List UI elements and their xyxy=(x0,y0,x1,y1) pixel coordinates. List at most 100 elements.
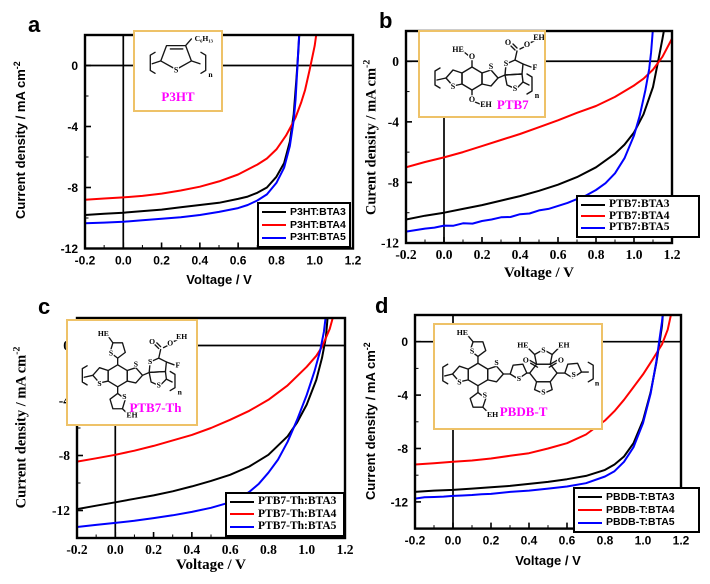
x-axis-label-c: Voltage / V xyxy=(175,557,246,573)
y-axis-label-superscript: -2 xyxy=(11,346,23,355)
legend-line-blue xyxy=(230,525,254,528)
sulfur-atom-label: S xyxy=(148,357,152,366)
legend-label: PBDB-T:BTA3 xyxy=(606,491,675,504)
carbonyl-oxygen-label: O xyxy=(149,337,155,346)
panel-letter-c: c xyxy=(38,294,51,319)
x-tick-label: 0.4 xyxy=(183,542,200,557)
legend-entry: PBDB-T:BTA4 xyxy=(578,505,695,516)
curve-P3HT:BTA5 xyxy=(85,34,301,224)
legend-line-black xyxy=(578,496,602,499)
repeat-unit-n-label: n xyxy=(595,379,600,388)
x-tick-label: 1.0 xyxy=(626,247,643,262)
y-tick-label: -4 xyxy=(397,389,408,403)
curve-PBDB-T:BTA4 xyxy=(415,315,672,466)
sulfur-atom-label: S xyxy=(97,379,101,388)
legend-label: PTB7:BTA3 xyxy=(609,198,670,211)
p3ht-structure-drawing: S C₆H₁₃ n xyxy=(149,33,215,80)
curve-PTB7:BTA3 xyxy=(406,31,665,221)
x-tick-label: 0.2 xyxy=(153,253,170,267)
fluorine-atom-label: F xyxy=(176,361,181,370)
legend-label: PBDB-T:BTA5 xyxy=(606,516,675,529)
x-tick-label: 0.4 xyxy=(192,253,209,267)
legend-line-black xyxy=(262,211,286,214)
sulfur-atom-label: S xyxy=(504,59,509,68)
y-axis-label-text: Current density / mA cm xyxy=(13,69,29,219)
he-group-label: HE xyxy=(452,45,464,54)
pbdb-t-structure-drawing: HE S S S S EH S HE S EH O O S S n xyxy=(442,327,601,420)
legend-label: P3HT:BTA5 xyxy=(290,231,346,244)
oxygen-atom-label: O xyxy=(469,52,475,61)
y-tick-label: -4 xyxy=(67,120,78,134)
y-tick-label: -12 xyxy=(391,496,409,510)
legend-label: PTB7:BTA5 xyxy=(609,221,670,234)
sulfur-atom-label: S xyxy=(541,346,545,355)
legend-entry: PTB7:BTA4 xyxy=(581,209,695,223)
hexyl-chain-label: C₆H₁₃ xyxy=(195,34,214,43)
y-axis-label-superscript: -2 xyxy=(361,342,372,351)
plot-border xyxy=(413,314,683,531)
sulfur-atom-label: S xyxy=(494,358,498,367)
sulfur-atom-label: S xyxy=(451,82,456,91)
x-tick-label: 1.0 xyxy=(298,542,315,557)
sulfur-atom-label: S xyxy=(489,62,494,71)
x-tick-label: 1.2 xyxy=(664,247,681,262)
ptb7-structure-drawing: S O HE O EH S S S O O EH F n xyxy=(434,32,544,110)
legend-label: PTB7:BTA4 xyxy=(609,209,670,222)
x-tick-label: 0.6 xyxy=(550,247,567,262)
eh-group-label: EH xyxy=(126,410,137,419)
panel-letter-b: b xyxy=(379,8,393,33)
curve-PTB7-Th:BTA4 xyxy=(77,317,334,463)
eh-group-label: EH xyxy=(176,332,187,341)
carbonyl-oxygen-label: O xyxy=(558,355,564,364)
legend-entry: P3HT:BTA3 xyxy=(262,207,346,218)
x-tick-label: -0.2 xyxy=(66,542,88,557)
x-tick-label: 1.2 xyxy=(345,253,362,267)
x-axis-label-d: Voltage / V xyxy=(515,553,581,568)
he-group-label: HE xyxy=(517,341,528,350)
sulfur-atom-label: S xyxy=(174,65,179,74)
x-tick-label: 0.0 xyxy=(107,542,124,557)
sulfur-atom-label: S xyxy=(571,370,575,379)
legend-line-red xyxy=(578,508,602,511)
legend-b: PTB7:BTA3 PTB7:BTA4 PTB7:BTA5 xyxy=(576,195,700,238)
y-axis-label-c: Current density / mA cm-2 xyxy=(12,317,31,537)
carbonyl-oxygen-label: O xyxy=(505,38,511,47)
legend-label: PBDB-T:BTA4 xyxy=(606,503,675,516)
ester-oxygen-label: O xyxy=(524,40,530,49)
molecule-inset-pbdb-t: HE S S S S EH S HE S EH O O S S n PBDB-T xyxy=(433,323,603,430)
legend-d: PBDB-T:BTA3 PBDB-T:BTA4 PBDB-T:BTA5 xyxy=(573,487,700,533)
legend-line-black xyxy=(230,501,254,504)
curve-PTB7:BTA5 xyxy=(406,31,654,233)
y-tick-label: -8 xyxy=(67,181,78,195)
x-tick-label: 0.6 xyxy=(230,253,247,267)
x-tick-label: 0.6 xyxy=(559,534,576,548)
sulfur-atom-label: S xyxy=(134,360,138,369)
sulfur-atom-label: S xyxy=(109,348,113,357)
legend-entry: PTB7:BTA5 xyxy=(581,222,695,234)
y-axis-label-a: Current density / mA cm-2 xyxy=(12,30,28,250)
x-tick-label: 0.0 xyxy=(445,534,462,548)
curve-PTB7:BTA4 xyxy=(406,38,672,169)
curve-P3HT:BTA4 xyxy=(85,34,318,201)
he-group-label: HE xyxy=(457,328,468,337)
y-tick-label: -4 xyxy=(388,114,399,129)
y-axis-label-text: Current density / mA cm xyxy=(363,350,379,500)
sulfur-atom-label: S xyxy=(457,378,461,387)
x-tick-label: 1.0 xyxy=(635,534,652,548)
y-axis-label-text: Current density / mA cm xyxy=(13,354,30,509)
y-axis-label-text: Curent density / mA cm xyxy=(363,67,380,216)
legend-line-blue xyxy=(581,227,605,230)
ester-oxygen-label: O xyxy=(167,339,173,348)
legend-label: PTB7-Th:BTA5 xyxy=(258,520,337,533)
y-tick-label: 0 xyxy=(401,335,408,349)
repeat-unit-n-label: n xyxy=(208,70,213,79)
x-tick-label: 0.6 xyxy=(222,542,239,557)
y-tick-label: -8 xyxy=(388,175,399,190)
y-tick-label: -12 xyxy=(61,242,79,256)
repeat-unit-n-label: n xyxy=(535,91,540,100)
panel-letter-a: a xyxy=(28,12,41,37)
eh-group-label: EH xyxy=(533,33,544,42)
molecule-inset-p3ht: S C₆H₁₃ n P3HT xyxy=(133,30,223,112)
curve-PTB7-Th:BTA5 xyxy=(77,317,327,528)
